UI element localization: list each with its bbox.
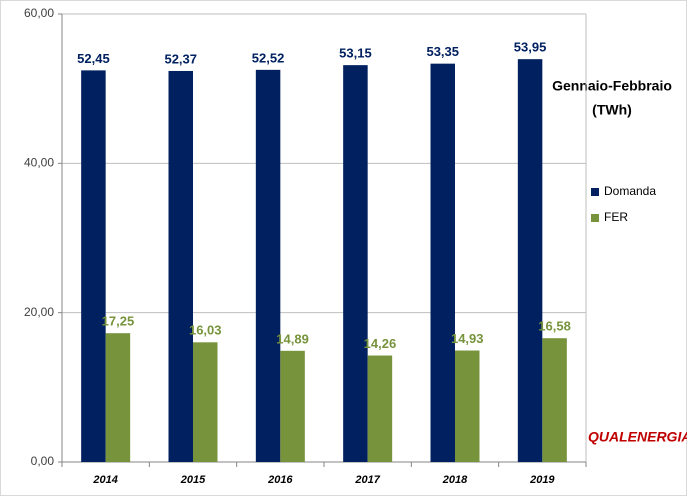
y-tick-label: 0,00 xyxy=(31,454,55,468)
x-tick-label: 2016 xyxy=(267,474,293,486)
legend-label: Domanda xyxy=(604,184,656,198)
logo: QUALENERGIA.it xyxy=(588,429,687,445)
legend-swatch xyxy=(591,214,599,222)
value-label: 53,35 xyxy=(426,44,459,59)
value-label: 16,03 xyxy=(189,323,222,338)
x-tick-label: 2015 xyxy=(180,474,206,486)
bar xyxy=(168,70,193,462)
annotation: Gennaio-Febbraio xyxy=(552,78,672,94)
value-label: 14,89 xyxy=(276,331,309,346)
y-tick-label: 20,00 xyxy=(24,305,54,319)
value-label: 53,15 xyxy=(339,46,372,61)
value-label: 17,25 xyxy=(102,314,135,329)
y-tick-label: 60,00 xyxy=(24,6,54,20)
value-label: 52,45 xyxy=(77,51,110,66)
bar xyxy=(455,350,480,462)
bar xyxy=(105,333,131,462)
bar xyxy=(517,59,543,462)
x-tick-label: 2019 xyxy=(529,474,555,486)
y-tick-label: 40,00 xyxy=(24,156,54,170)
x-tick-label: 2017 xyxy=(354,474,380,486)
legend-label: FER xyxy=(604,210,628,224)
value-label: 52,52 xyxy=(252,50,285,65)
value-label: 52,37 xyxy=(164,51,197,66)
value-label: 53,95 xyxy=(514,40,547,55)
bar xyxy=(81,70,106,462)
legend-swatch xyxy=(591,188,599,196)
value-label: 16,58 xyxy=(538,319,571,334)
x-tick-label: 2014 xyxy=(92,474,117,486)
bar xyxy=(367,355,393,462)
bar xyxy=(343,65,368,462)
x-tick-label: 2018 xyxy=(442,474,468,486)
bar xyxy=(255,69,281,462)
annotation: (TWh) xyxy=(592,102,632,118)
bar xyxy=(542,338,567,462)
bar xyxy=(193,342,218,462)
bar xyxy=(430,63,455,463)
bar xyxy=(280,350,305,462)
value-label: 14,26 xyxy=(364,336,397,351)
value-label: 14,93 xyxy=(451,331,484,346)
